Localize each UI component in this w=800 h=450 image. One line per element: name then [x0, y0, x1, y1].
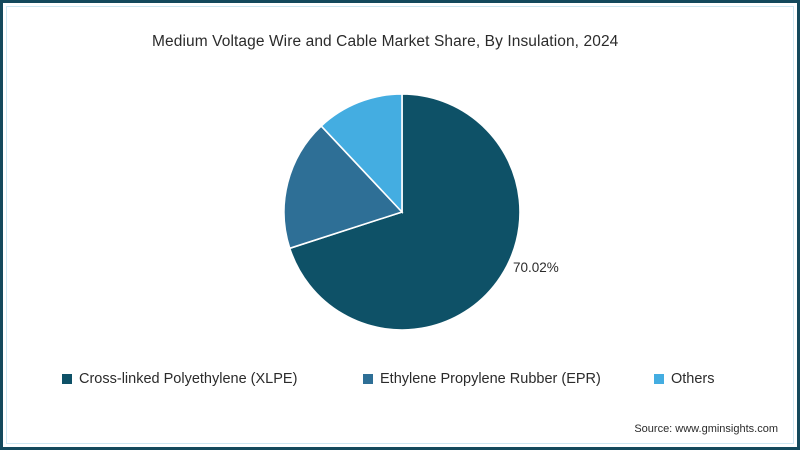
legend-item-others[interactable]: Others — [654, 371, 715, 387]
pie-value-label-xlpe: 70.02% — [513, 260, 559, 275]
legend-item-cross-linked-polyethylene-xlpe[interactable]: Cross-linked Polyethylene (XLPE) — [62, 371, 297, 387]
legend-item-label: Ethylene Propylene Rubber (EPR) — [380, 371, 601, 387]
legend-item-ethylene-propylene-rubber-epr[interactable]: Ethylene Propylene Rubber (EPR) — [363, 371, 601, 387]
pie-slice-others[interactable] — [320, 93, 403, 215]
pie-svg — [283, 93, 521, 331]
legend-swatch-icon — [62, 374, 72, 384]
legend-swatch-icon — [363, 374, 373, 384]
chart-legend: Cross-linked Polyethylene (XLPE) Ethylen… — [62, 371, 752, 393]
legend-item-label: Cross-linked Polyethylene (XLPE) — [79, 371, 298, 387]
source-attribution: Source: www.gminsights.com — [634, 423, 778, 435]
pie-slice-cross-linked-polyethylene-xlpe[interactable] — [288, 93, 521, 331]
legend-item-label: Others — [671, 371, 715, 387]
pie-slice-ethylene-propylene-rubber-epr[interactable] — [283, 124, 404, 250]
pie-chart — [283, 93, 521, 331]
chart-title: Medium Voltage Wire and Cable Market Sha… — [152, 33, 619, 50]
legend-swatch-icon — [654, 374, 664, 384]
